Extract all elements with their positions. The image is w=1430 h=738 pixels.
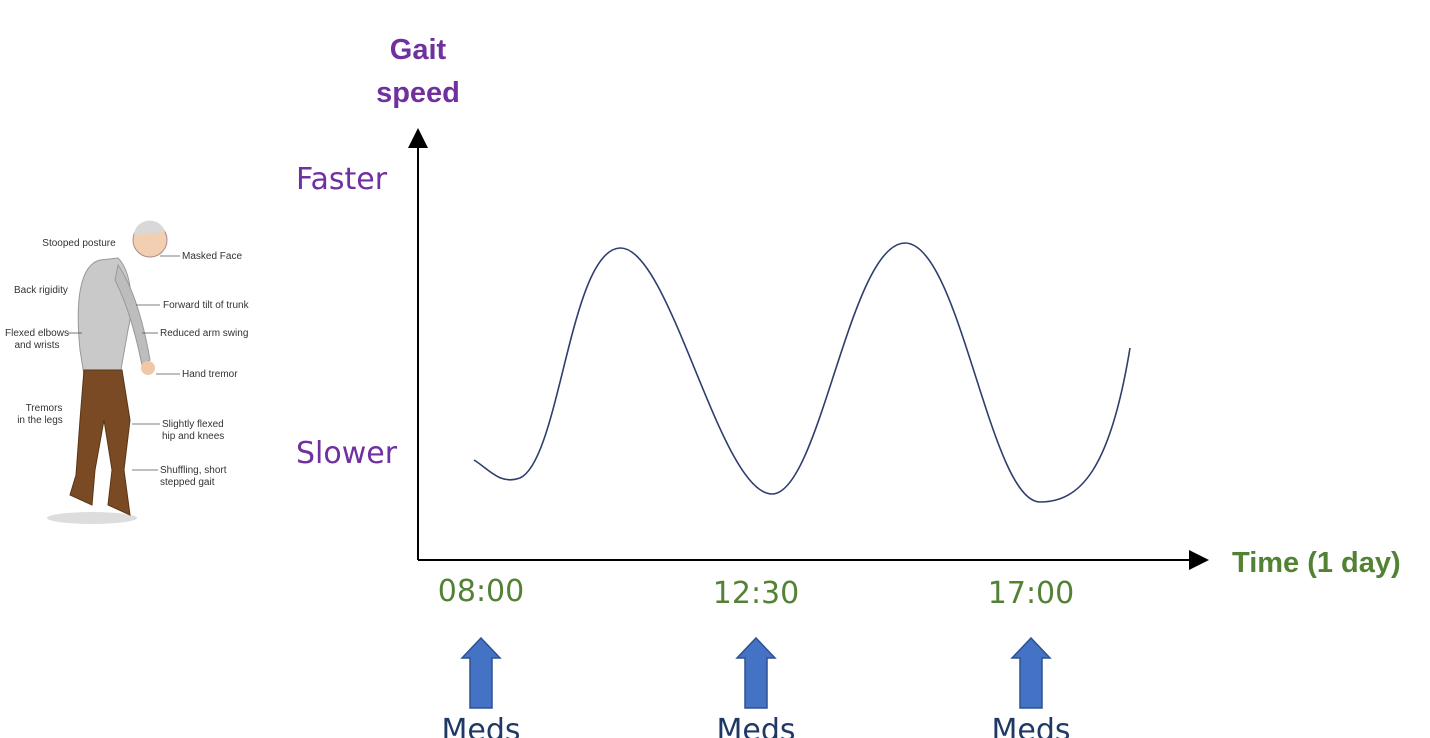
y-axis-title: Gait [390,34,447,66]
annotation: Hand tremor [182,369,238,380]
annotation: Forward tilt of trunk [163,300,250,311]
parkinson-figure [47,220,168,524]
time-label: 12:30 [713,576,799,611]
dose-arrow [735,636,777,709]
time-label: 17:00 [988,576,1074,611]
dose-arrow [1010,636,1052,709]
annotation: stepped gait [160,477,215,488]
annotation: Tremors [26,403,63,414]
annotations: Stooped posture Masked Face Back rigidit… [5,238,250,488]
annotation: hip and knees [162,431,224,442]
gait-curve [473,242,1131,503]
annotation: Masked Face [182,251,242,262]
time-label: 08:00 [438,574,524,609]
dose-label: Meds [441,713,520,738]
annotation: Reduced arm swing [160,328,248,339]
dose-arrow [460,636,502,709]
annotation: and wrists [14,340,59,351]
annotation: Shuffling, short [160,465,227,476]
dose-label: Meds [716,713,795,738]
y-axis-title: speed [376,77,460,109]
dose-label: Meds [991,713,1070,738]
y-label: Slower [296,436,398,471]
y-label: Faster [296,162,388,197]
annotation: Stooped posture [42,238,116,249]
annotation: Flexed elbows [5,328,69,339]
annotation: Back rigidity [14,285,68,296]
annotation: in the legs [17,415,63,426]
annotation: Slightly flexed [162,419,224,430]
x-axis-title: Time (1 day) [1232,547,1401,579]
